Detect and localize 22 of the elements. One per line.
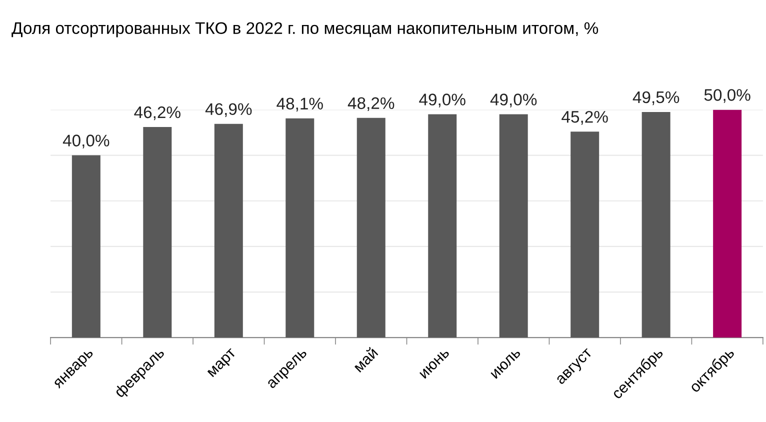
data-label: 48,1%: [276, 98, 323, 112]
data-label: 45,2%: [562, 110, 608, 125]
data-label: 49,0%: [490, 94, 537, 108]
bar: [214, 124, 243, 338]
bar: [143, 127, 172, 338]
chart-title: Доля отсортированных ТКО в 2022 г. по месяцам накопительным итогом, %: [12, 22, 598, 38]
bar: [713, 110, 742, 338]
bar: [428, 114, 457, 338]
x-tick-label: май: [352, 346, 378, 373]
data-label: 48,2%: [348, 97, 394, 112]
bar: [72, 155, 100, 338]
bar: [570, 132, 600, 338]
data-label: 46,9%: [205, 103, 252, 117]
data-label: 49,5%: [632, 91, 680, 106]
data-label: 46,2%: [134, 106, 180, 120]
bar: [642, 112, 670, 338]
bar: [499, 114, 528, 338]
bar: [286, 118, 314, 338]
data-label: 49,0%: [419, 94, 466, 108]
bar: [356, 118, 386, 338]
data-label: 40,0%: [62, 134, 110, 148]
data-label: 50,0%: [704, 89, 750, 103]
